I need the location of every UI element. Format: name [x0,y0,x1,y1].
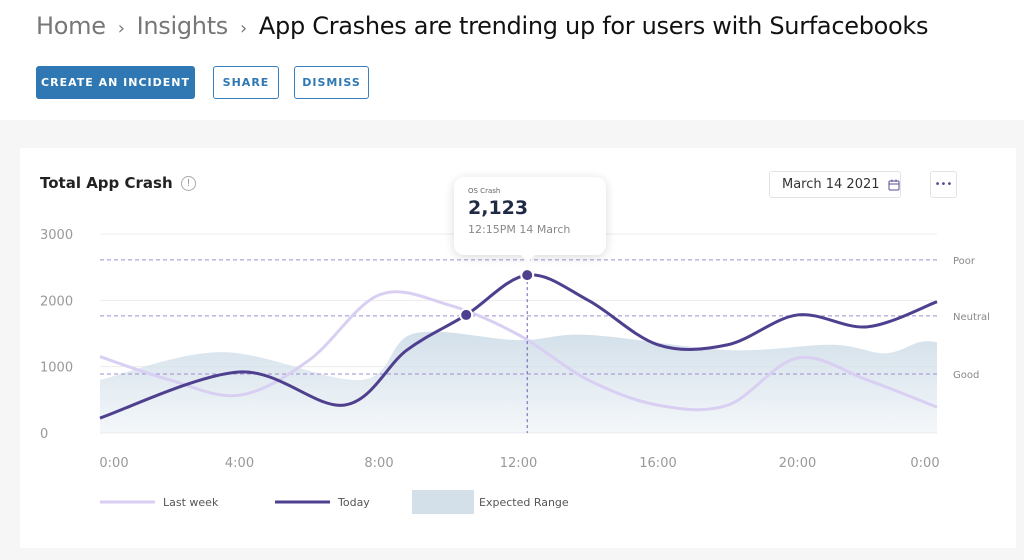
calendar-icon [888,179,900,190]
threshold-label-good: Good [953,370,979,381]
y-tick-label: 1000 [40,361,73,376]
date-picker[interactable]: March 14 2021 [769,171,901,198]
threshold-label-neutral: Neutral [953,312,990,323]
create-incident-button[interactable]: CREATE AN INCIDENT [36,66,195,99]
x-tick-label: 0:00 [99,456,128,471]
y-tick-label: 0 [40,427,48,442]
y-tick-label: 2000 [40,294,73,309]
tooltip: OS Crash 2,123 12:15PM 14 March [454,177,606,262]
x-tick-label: 20:00 [779,456,816,471]
chart-title: Total App Crash [40,174,173,192]
x-tick-label: 8:00 [364,456,393,471]
y-tick-label: 3000 [40,228,73,243]
share-button[interactable]: SHARE [213,66,279,99]
breadcrumb: Home › Insights › App Crashes are trending u… [36,12,929,40]
last-week-line [99,290,938,412]
legend-label: Last week [163,496,219,509]
expected-range-area [100,331,937,433]
info-icon[interactable]: ! [181,176,196,191]
header [0,0,1024,120]
date-value: March 14 2021 [782,177,880,192]
legend-label: Expected Range [479,496,569,509]
more-options-button[interactable]: ••• [930,171,957,198]
x-tick-label: 16:00 [639,456,676,471]
x-tick-label: 4:00 [225,456,254,471]
data-point [459,307,474,322]
x-tick-label: 12:00 [500,456,537,471]
threshold-label-poor: Poor [953,256,976,267]
tooltip-time: 12:15PM 14 March [468,223,571,236]
x-tick-label: 0:00 [910,456,939,471]
breadcrumb-insights[interactable]: Insights [136,12,229,40]
chevron-right-icon: › [117,18,125,39]
tooltip-label: OS Crash [468,187,501,195]
legend-swatch [412,490,474,514]
chevron-right-icon: › [240,18,247,39]
legend-label: Today [337,496,370,509]
tooltip-value: 2,123 [468,197,529,219]
page-title: App Crashes are trending up for users wi… [258,12,929,40]
breadcrumb-home[interactable]: Home [36,12,106,40]
dismiss-button[interactable]: DISMISS [294,66,369,99]
data-point [520,268,535,283]
